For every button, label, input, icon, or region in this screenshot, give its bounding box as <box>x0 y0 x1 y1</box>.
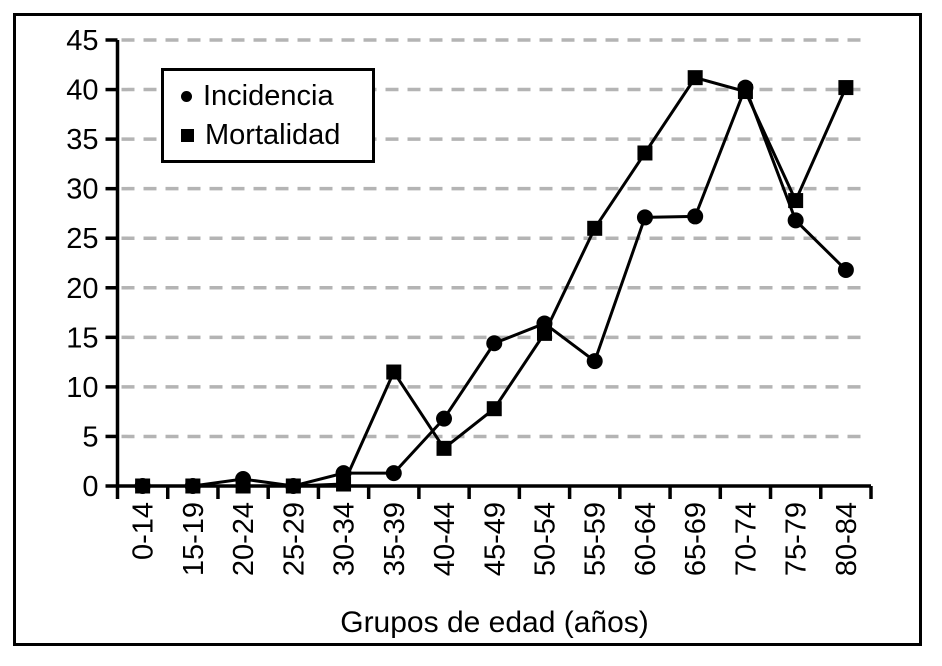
y-tick-label: 0 <box>82 471 98 503</box>
x-tick-label: 65-69 <box>680 502 712 576</box>
legend-label-mortalidad: Mortalidad <box>205 118 341 151</box>
legend-item-mortalidad: Mortalidad <box>181 117 372 154</box>
data-point-circle <box>837 261 854 278</box>
series-mortalidad <box>135 70 854 494</box>
y-tick-label: 15 <box>66 322 98 354</box>
x-tick-label: 75-79 <box>781 502 813 576</box>
data-point-square <box>838 80 854 96</box>
data-point-square <box>486 401 502 417</box>
x-tick-label: 50-54 <box>529 502 561 576</box>
x-tick-label: 55-59 <box>580 502 612 576</box>
data-point-circle <box>586 353 603 370</box>
data-point-square <box>436 440 452 456</box>
x-tick-label: 80-84 <box>831 502 863 576</box>
y-tick-label: 35 <box>66 124 98 156</box>
data-point-circle <box>436 410 453 427</box>
circle-marker-icon <box>181 90 192 102</box>
square-marker-icon <box>181 128 194 142</box>
data-point-square <box>737 84 753 100</box>
y-tick-label: 40 <box>66 75 98 107</box>
legend-item-incidencia: Incidencia <box>181 78 372 115</box>
y-tick-labels: 0 5 10 15 20 25 30 35 40 45 <box>66 25 98 503</box>
data-point-circle <box>385 465 402 482</box>
legend-label-incidencia: Incidencia <box>203 79 334 112</box>
data-point-square <box>587 220 603 236</box>
y-tick-label: 10 <box>66 372 98 404</box>
x-tick-label: 45-49 <box>479 502 511 576</box>
x-tick-label: 40-44 <box>429 502 461 576</box>
data-point-square <box>637 145 653 161</box>
x-tick-label: 30-34 <box>329 502 361 576</box>
data-point-circle <box>636 209 653 226</box>
data-point-square <box>235 478 251 494</box>
data-point-square <box>536 325 552 341</box>
data-point-square <box>687 70 703 86</box>
y-tick-label: 25 <box>66 223 98 255</box>
data-point-circle <box>687 208 704 225</box>
x-tick-label: 20-24 <box>228 502 260 576</box>
data-point-square <box>336 476 352 492</box>
data-point-square <box>285 478 301 494</box>
x-tick-label: 70-74 <box>730 502 762 576</box>
x-tick-label: 15-19 <box>178 502 210 576</box>
x-tick-label: 0-14 <box>128 502 160 560</box>
data-point-circle <box>486 335 503 352</box>
data-point-square <box>386 364 402 380</box>
y-tick-label: 20 <box>66 273 98 305</box>
legend: Incidencia Mortalidad <box>161 68 375 163</box>
data-point-circle <box>787 212 804 229</box>
data-point-square <box>135 478 151 494</box>
x-axis-title: Grupos de edad (años) <box>340 606 649 639</box>
x-tick-label: 25-29 <box>278 502 310 576</box>
y-tick-label: 30 <box>66 174 98 206</box>
data-point-square <box>788 193 804 209</box>
x-tick-label: 35-39 <box>379 502 411 576</box>
data-point-square <box>185 478 201 494</box>
y-tick-label: 5 <box>82 421 98 453</box>
x-tick-label: 60-64 <box>630 502 662 576</box>
y-tick-label: 45 <box>66 25 98 57</box>
x-tick-labels: 0-14 15-19 20-24 25-29 30-34 35-39 40-44 45-49 5… <box>128 502 863 576</box>
